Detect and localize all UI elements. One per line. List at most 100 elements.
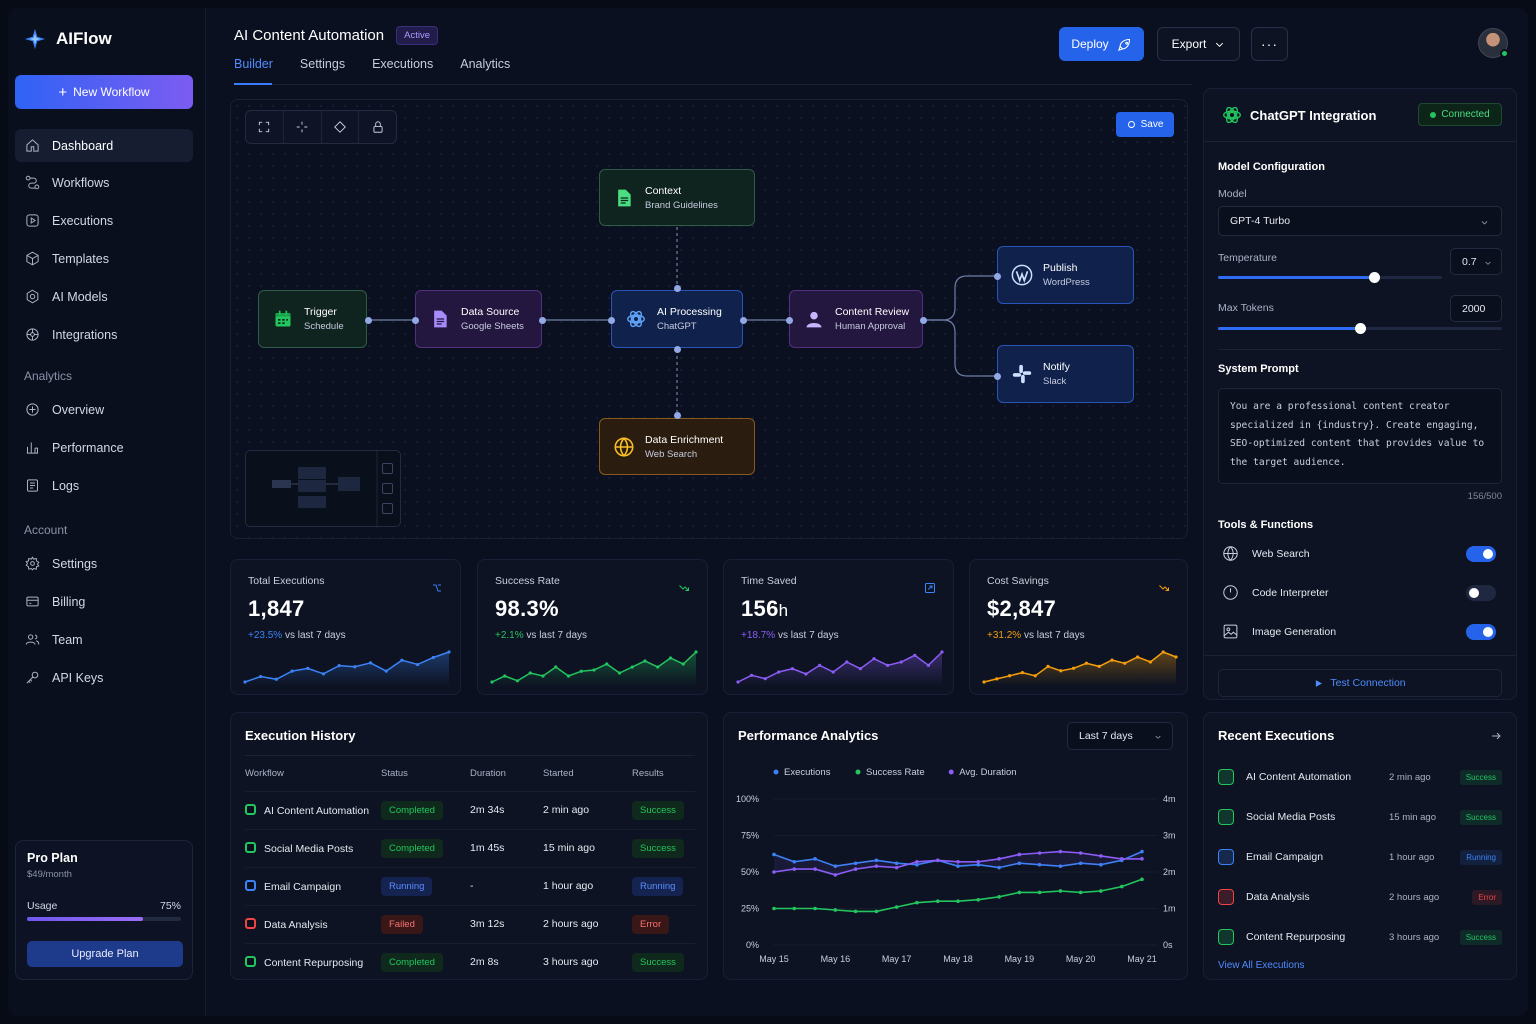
column-header[interactable]: Duration [470,768,506,780]
data-point[interactable] [915,862,919,867]
sidebar-item-logs[interactable]: Logs [15,469,193,502]
data-point[interactable] [874,909,879,914]
logo[interactable]: AIFlow [24,28,112,50]
data-point[interactable] [1058,849,1063,854]
avatar[interactable] [1478,28,1509,58]
data-point[interactable] [1099,889,1103,893]
data-point[interactable] [1037,890,1042,895]
lock-button[interactable] [359,111,396,143]
node-handle[interactable] [674,346,681,353]
arrow-right-icon[interactable] [1490,730,1502,742]
node-datasource[interactable]: Data Source Google Sheets [415,290,542,348]
data-point[interactable] [976,862,981,867]
upgrade-plan-button[interactable]: Upgrade Plan [27,941,183,967]
node-handle[interactable] [674,412,681,419]
diamond-tool-button[interactable] [322,111,360,143]
data-point[interactable] [894,905,899,909]
data-point[interactable] [772,870,776,874]
data-point[interactable] [1017,861,1022,866]
sidebar-item-performance[interactable]: Performance [15,431,193,464]
node-data-enrichment[interactable]: Data Enrichment Web Search [599,418,755,475]
node-handle[interactable] [740,317,747,324]
data-point[interactable] [1140,849,1144,854]
tab-analytics[interactable]: Analytics [460,57,511,71]
deploy-button[interactable]: Deploy [1059,27,1144,61]
list-item[interactable]: Content Repurposing 3 hours ago Success [1218,929,1502,945]
data-point[interactable] [997,857,1001,861]
sidebar-item-api-keys[interactable]: API Keys [15,661,193,694]
data-point[interactable] [813,857,817,861]
data-point[interactable] [1078,851,1083,855]
data-point[interactable] [813,867,817,871]
node-handle[interactable] [608,317,615,324]
sidebar-item-templates[interactable]: Templates [15,242,193,275]
list-item[interactable]: Social Media Posts 15 min ago Success [1218,809,1502,825]
node-handle[interactable] [994,373,1001,380]
data-point[interactable] [976,897,981,902]
node-handle[interactable] [365,317,372,324]
slider-thumb[interactable] [1369,272,1381,283]
workflow-canvas[interactable]: Save Trigger Schedule Data Source Google S… [230,99,1188,539]
test-connection-button[interactable]: Test Connection [1218,669,1502,697]
column-header[interactable]: Workflow [245,768,284,780]
data-point[interactable] [833,873,838,877]
data-point[interactable] [772,852,776,857]
data-point[interactable] [1119,857,1124,861]
node-publish[interactable]: Publish WordPress [997,246,1134,304]
data-point[interactable] [772,906,776,911]
data-point[interactable] [915,900,919,905]
table-row[interactable]: Content Repurposing Completed 2m 8s 3 hours… [245,942,695,981]
data-point[interactable] [1140,877,1144,882]
node-handle[interactable] [674,285,681,292]
fit-icon[interactable] [382,503,393,514]
node-content-review[interactable]: Content Review Human Approval [789,290,923,348]
data-point[interactable] [833,908,838,912]
slider-thumb[interactable] [1354,323,1366,334]
node-notify[interactable]: Notify Slack [997,345,1134,403]
sidebar-item-dashboard[interactable]: Dashboard [15,129,193,162]
model-select[interactable]: GPT-4 Turbo [1218,206,1502,236]
data-point[interactable] [894,865,899,870]
zoom-out-icon[interactable] [382,483,393,494]
sidebar-item-workflows[interactable]: Workflows [15,166,193,199]
data-point[interactable] [813,906,817,911]
fit-view-button[interactable] [246,111,284,143]
max-tokens-slider[interactable] [1218,323,1502,334]
node-handle[interactable] [994,273,1001,280]
data-point[interactable] [976,859,981,864]
data-point[interactable] [1078,890,1083,895]
data-point[interactable] [792,859,797,864]
save-button[interactable]: Save [1116,112,1174,137]
table-row[interactable]: AI Content Automation Completed 2m 34s 2 mi… [245,790,695,829]
node-trigger[interactable]: Trigger Schedule [258,290,367,348]
sidebar-item-billing[interactable]: Billing [15,585,193,618]
data-point[interactable] [997,865,1001,870]
column-header[interactable]: Started [543,768,574,780]
data-point[interactable] [1037,851,1042,855]
data-point[interactable] [1119,884,1124,889]
web-search-toggle[interactable] [1466,546,1496,562]
sidebar-item-team[interactable]: Team [15,623,193,656]
sidebar-item-ai-models[interactable]: AI Models [15,280,193,313]
tab-settings[interactable]: Settings [299,57,346,71]
data-point[interactable] [997,895,1001,899]
data-point[interactable] [1017,890,1022,895]
view-all-executions-link[interactable]: View All Executions [1218,960,1305,971]
data-point[interactable] [1140,857,1144,861]
list-item[interactable]: Email Campaign 1 hour ago Running [1218,849,1502,865]
new-workflow-button[interactable]: + New Workflow [15,75,193,109]
table-row[interactable]: Data Analysis Failed 3m 12s 2 hours ago Erro… [245,904,695,943]
data-point[interactable] [956,864,960,868]
tab-builder[interactable]: Builder [234,57,273,71]
data-point[interactable] [1078,861,1083,866]
sidebar-item-integrations[interactable]: Integrations [15,318,193,351]
data-point[interactable] [874,864,879,868]
export-button[interactable]: Export [1157,27,1240,61]
sidebar-item-overview[interactable]: Overview [15,393,193,426]
data-point[interactable] [1058,864,1063,868]
table-row[interactable]: Social Media Posts Completed 1m 45s 15 min … [245,828,695,867]
node-handle[interactable] [539,317,546,324]
sidebar-item-executions[interactable]: Executions [15,204,193,237]
data-point[interactable] [1058,889,1063,893]
node-handle[interactable] [920,317,927,324]
